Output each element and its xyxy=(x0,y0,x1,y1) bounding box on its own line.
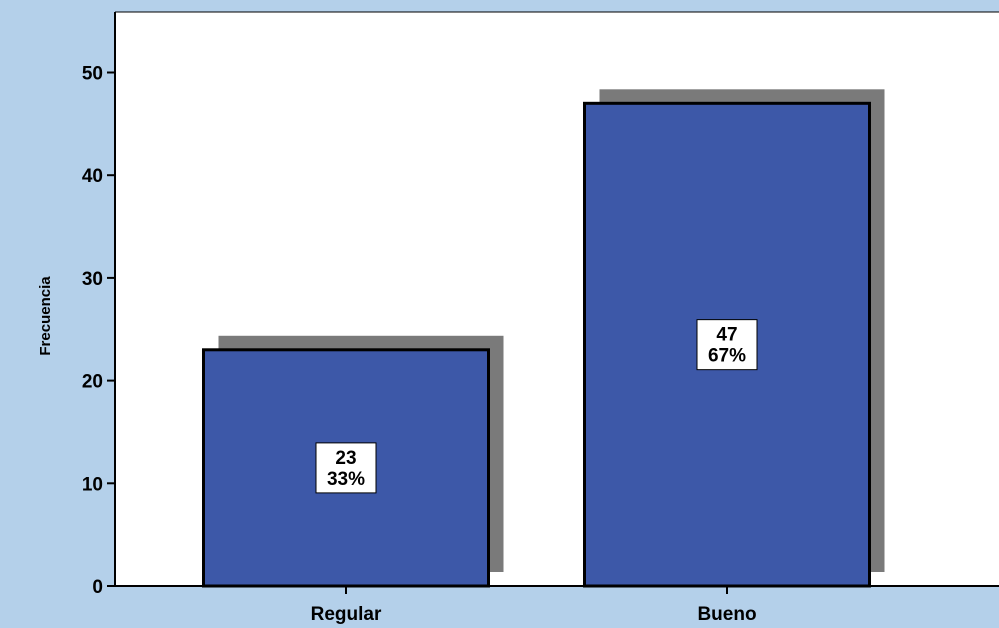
data-label-percent: 33% xyxy=(327,469,365,490)
y-tick-label: 20 xyxy=(82,372,103,393)
data-label-percent: 67% xyxy=(708,346,746,367)
data-label-box xyxy=(315,442,377,494)
x-tick-label: Regular xyxy=(311,604,382,625)
y-tick-label: 0 xyxy=(92,577,103,598)
data-label-box xyxy=(696,319,758,371)
y-tick-label: 50 xyxy=(82,64,103,85)
data-label-count: 47 xyxy=(716,325,737,346)
y-tick-label: 30 xyxy=(82,269,103,290)
y-tick-label: 40 xyxy=(82,166,103,187)
data-label-count: 23 xyxy=(335,448,356,469)
y-tick-label: 10 xyxy=(82,474,103,495)
x-tick-label: Bueno xyxy=(697,604,756,625)
y-axis-title: Frecuencia xyxy=(37,276,54,356)
